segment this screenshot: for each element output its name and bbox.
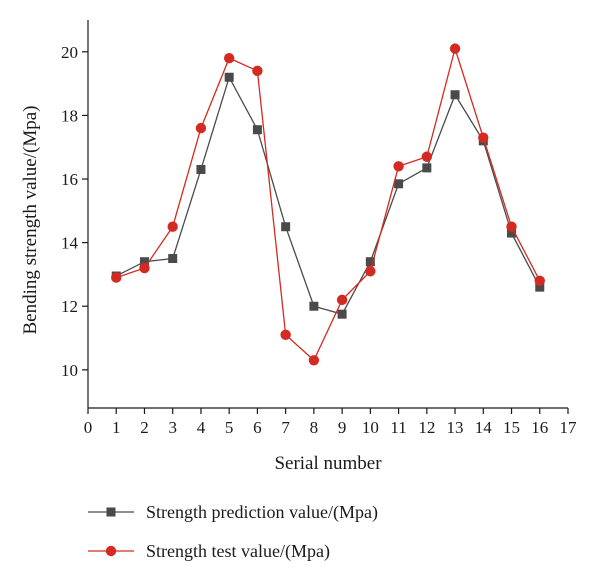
legend: Strength prediction value/(Mpa) Strength… (88, 502, 378, 562)
x-tick-label: 8 (310, 418, 319, 437)
data-point-prediction (168, 254, 178, 264)
data-point-test (139, 262, 150, 274)
data-point-prediction (252, 125, 262, 135)
data-point-test (449, 43, 461, 54)
data-point-test (252, 65, 263, 77)
legend-marker-test (105, 545, 117, 557)
legend-entry-prediction: Strength prediction value/(Mpa) (88, 502, 378, 523)
data-point-test (365, 266, 376, 277)
series-line-1 (116, 46, 541, 362)
x-tick-label: 5 (225, 418, 234, 437)
x-axis-title: Serial number (274, 453, 382, 474)
data-point-test (280, 329, 291, 341)
x-tick-label: 0 (84, 418, 93, 437)
axes (87, 20, 568, 409)
series-line-0 (115, 75, 541, 315)
x-tick-label: 17 (560, 418, 578, 437)
data-point-prediction (394, 179, 404, 189)
data-point-test (506, 221, 517, 232)
y-tick-label: 10 (61, 361, 78, 380)
x-tick-label: 6 (253, 418, 262, 437)
data-point-test (223, 52, 235, 64)
x-tick-label: 14 (475, 418, 493, 437)
data-point-test (534, 275, 545, 286)
data-point-test (111, 272, 122, 283)
x-tick-label: 13 (447, 418, 464, 437)
data-point-prediction (422, 163, 432, 173)
y-tick-label: 20 (61, 43, 78, 62)
x-tick-label: 16 (531, 418, 548, 437)
data-point-prediction (281, 222, 291, 232)
y-ticks: 10 12 14 16 18 20 (61, 43, 88, 380)
y-tick-label: 18 (61, 106, 78, 125)
x-tick-label: 1 (112, 418, 121, 437)
series-layer (111, 43, 545, 366)
data-point-prediction (365, 257, 375, 267)
y-tick-label: 14 (61, 234, 79, 253)
data-point-prediction (196, 164, 206, 174)
x-tick-label: 7 (281, 418, 290, 437)
data-point-prediction (309, 301, 319, 311)
legend-entry-test: Strength test value/(Mpa) (88, 541, 330, 562)
data-point-prediction (507, 228, 517, 238)
data-point-prediction (337, 309, 347, 319)
x-tick-label: 3 (168, 418, 177, 437)
data-point-test (336, 294, 348, 306)
data-point-test (167, 221, 178, 232)
data-point-prediction (224, 72, 234, 82)
x-tick-label: 15 (503, 418, 520, 437)
data-point-prediction (535, 282, 545, 292)
legend-marker-prediction (106, 507, 116, 517)
y-axis-title: Bending strength value/(Mpa) (20, 105, 41, 334)
data-point-prediction (450, 90, 460, 100)
x-tick-label: 12 (418, 418, 435, 437)
y-tick-label: 16 (61, 170, 78, 189)
x-tick-label: 11 (390, 418, 406, 437)
legend-label-prediction: Strength prediction value/(Mpa) (146, 502, 378, 523)
x-tick-label: 9 (338, 418, 347, 437)
data-point-test (195, 122, 207, 134)
data-point-prediction (139, 257, 149, 267)
data-point-test (308, 355, 320, 366)
data-point-test (478, 132, 489, 143)
legend-label-test: Strength test value/(Mpa) (146, 541, 330, 562)
data-point-test (393, 161, 404, 172)
x-tick-label: 4 (197, 418, 206, 437)
x-ticks: 0 1 2 3 4 5 6 7 8 9 10 11 12 13 14 15 16 17 (84, 408, 577, 437)
data-point-test (421, 151, 433, 162)
y-tick-label: 12 (61, 297, 78, 316)
x-tick-label: 10 (362, 418, 379, 437)
x-tick-label: 2 (140, 418, 149, 437)
